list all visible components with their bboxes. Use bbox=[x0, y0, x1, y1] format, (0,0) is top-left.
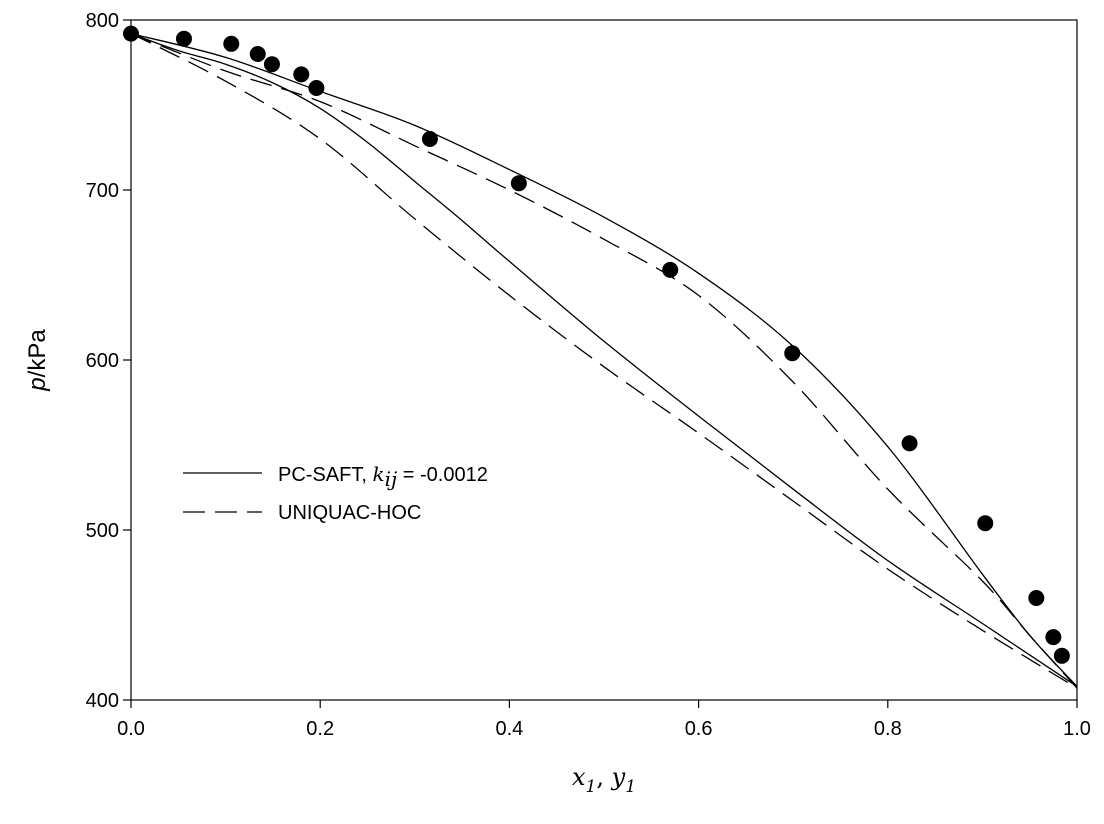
series-line-pc-saft-dew bbox=[130, 32, 1078, 687]
y-tick-label: 500 bbox=[86, 520, 119, 542]
data-point-marker bbox=[223, 35, 240, 52]
y-tick-label: 800 bbox=[86, 10, 119, 32]
series-line-uniquac-hoc-dew bbox=[130, 33, 1078, 689]
data-point-marker bbox=[901, 435, 918, 452]
data-markers bbox=[123, 25, 1070, 664]
y-axis-ticks: 400 500 600 700 800 bbox=[86, 10, 131, 712]
x-tick-label: 0.4 bbox=[495, 718, 523, 740]
x-tick-label: 1.0 bbox=[1063, 718, 1091, 740]
legend-pc-saft-sub: ij bbox=[385, 467, 398, 491]
x-axis-title-x-sub: 1 bbox=[586, 777, 597, 797]
data-point-marker bbox=[662, 261, 679, 278]
data-point-marker bbox=[249, 46, 266, 62]
data-point-marker bbox=[308, 80, 325, 96]
y-tick-label: 700 bbox=[86, 180, 119, 202]
x-tick-label: 0.2 bbox=[306, 718, 334, 740]
data-point-marker bbox=[293, 66, 310, 83]
series-line-uniquac-hoc-bubble bbox=[130, 32, 1078, 689]
data-point-marker bbox=[1045, 629, 1062, 646]
y-axis-title-italic: p bbox=[24, 377, 51, 391]
x-axis-title-x: x bbox=[572, 763, 586, 791]
legend-pc-saft-suffix: = -0.0012 bbox=[397, 464, 488, 486]
data-point-marker bbox=[123, 25, 139, 42]
legend-pc-saft-prefix: PC-SAFT, bbox=[278, 464, 372, 486]
series-line-pc-saft-bubble bbox=[130, 32, 1078, 687]
x-tick-label: 0.6 bbox=[685, 718, 713, 740]
y-axis-title: p/kPa bbox=[24, 329, 51, 392]
data-point-marker bbox=[421, 131, 438, 147]
plot-frame bbox=[130, 19, 1078, 701]
data-point-marker bbox=[263, 56, 280, 73]
x-axis-title: x1, y1 bbox=[572, 763, 636, 797]
y-axis-title-rest: /kPa bbox=[24, 329, 51, 378]
data-point-marker bbox=[977, 515, 994, 532]
x-axis-ticks: 0.0 0.2 0.4 0.6 0.8 1.0 bbox=[117, 700, 1091, 740]
legend: PC-SAFT, kij = -0.0012 UNIQUAC-HOC bbox=[183, 462, 488, 524]
legend-label-pc-saft: PC-SAFT, kij = -0.0012 bbox=[278, 462, 488, 491]
data-point-marker bbox=[510, 175, 527, 192]
data-point-marker bbox=[175, 30, 192, 47]
x-tick-label: 0.8 bbox=[874, 718, 902, 740]
x-tick-label: 0.0 bbox=[117, 718, 145, 740]
y-tick-label: 600 bbox=[86, 350, 119, 372]
x-axis-title-sep: , bbox=[596, 763, 611, 791]
data-point-marker bbox=[784, 345, 801, 362]
legend-pc-saft-k: k bbox=[372, 462, 384, 486]
data-point-marker bbox=[1028, 590, 1045, 606]
x-axis-title-y-sub: 1 bbox=[625, 777, 636, 797]
data-point-marker bbox=[1053, 647, 1070, 664]
series-lines bbox=[130, 32, 1078, 689]
legend-label-uniquac-hoc: UNIQUAC-HOC bbox=[278, 502, 421, 524]
y-tick-label: 400 bbox=[86, 690, 119, 712]
x-axis-title-y: y bbox=[611, 763, 626, 791]
